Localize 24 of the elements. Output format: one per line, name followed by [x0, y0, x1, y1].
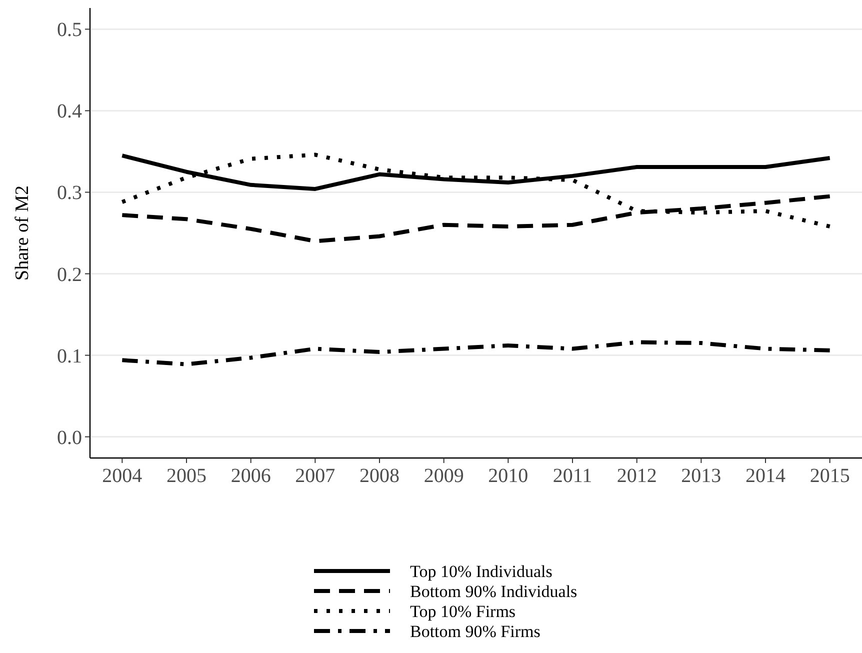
line-series [120, 340, 832, 366]
x-tick-label: 2008 [360, 465, 400, 487]
x-tick-label: 2014 [746, 465, 786, 487]
y-tick-label: 0.0 [57, 426, 82, 449]
x-tick-label: 2015 [810, 465, 850, 487]
x-tick-label: 2013 [681, 465, 722, 487]
y-tick-label: 0.4 [57, 100, 82, 123]
legend-label: Bottom 90% Firms [410, 622, 540, 641]
legend-label: Top 10% Firms [410, 602, 516, 621]
x-tick-label: 2006 [230, 465, 271, 487]
x-tick-label: 2004 [102, 465, 142, 487]
x-tick-label: 2007 [295, 465, 336, 487]
x-tick-label: 2011 [552, 465, 592, 487]
y-tick-label: 0.3 [57, 182, 82, 204]
x-tick-label: 2009 [424, 465, 464, 487]
x-tick-label: 2010 [488, 465, 528, 487]
y-tick-label: 0.5 [57, 19, 82, 42]
x-tick-label: 2005 [166, 465, 206, 487]
y-axis-title: Share of M2 [12, 186, 33, 280]
x-tick-label: 2012 [616, 465, 657, 487]
y-tick-label: 0.2 [57, 264, 82, 286]
legend-label: Bottom 90% Individuals [410, 582, 578, 601]
y-tick-label: 0.1 [57, 345, 82, 368]
legend-label: Top 10% Individuals [410, 562, 552, 581]
